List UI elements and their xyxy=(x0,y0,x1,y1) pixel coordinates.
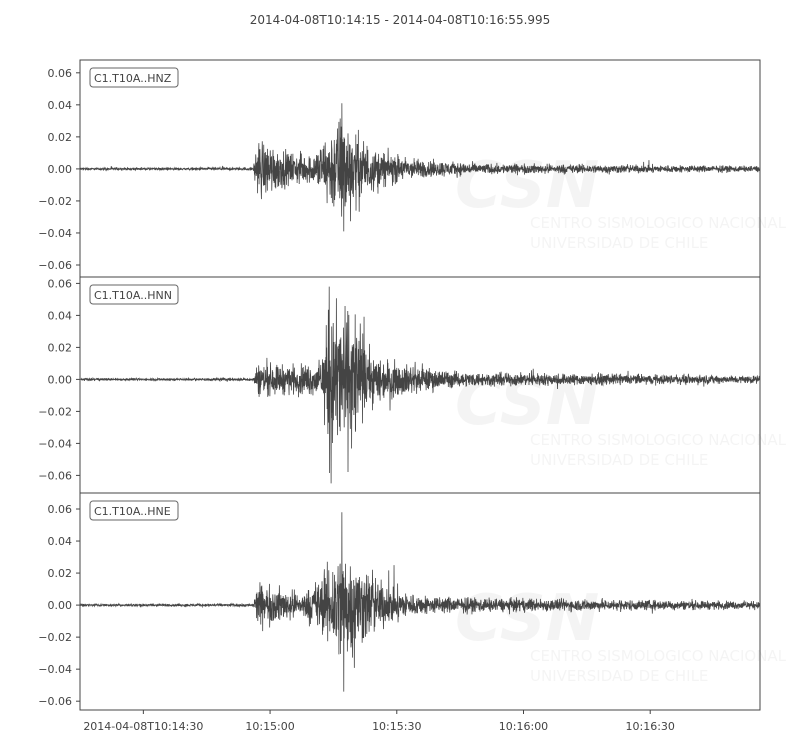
y-tick-label: −0.04 xyxy=(38,227,72,240)
y-tick-label: −0.06 xyxy=(38,259,72,272)
watermark-text: UNIVERSIDAD DE CHILE xyxy=(530,451,708,469)
y-tick-label: 0.04 xyxy=(48,535,73,548)
x-tick-label: 2014-04-08T10:14:30 xyxy=(83,720,203,733)
y-tick-label: −0.06 xyxy=(38,695,72,708)
waveform-line xyxy=(79,512,761,692)
y-tick-label: 0.06 xyxy=(48,503,73,516)
trace-label-text: C1.T10A..HNN xyxy=(94,289,172,302)
trace-label-box xyxy=(89,284,179,305)
watermark-text: UNIVERSIDAD DE CHILE xyxy=(530,667,708,685)
y-tick-label: 0.04 xyxy=(48,99,73,112)
x-tick-label: 10:16:30 xyxy=(626,720,675,733)
chart-title: 2014-04-08T10:14:15 - 2014-04-08T10:16:5… xyxy=(250,13,551,27)
watermark-text: CENTRO SISMOLOGICO NACIONAL xyxy=(530,431,787,449)
trace-label: C1.T10A..HNE xyxy=(89,500,179,521)
y-tick-label: 0.00 xyxy=(48,599,73,612)
y-tick-label: −0.06 xyxy=(38,469,72,482)
trace-label: C1.T10A..HNZ xyxy=(89,67,179,88)
axes-frame xyxy=(79,492,761,711)
trace-label-text: C1.T10A..HNE xyxy=(94,505,171,518)
y-tick-label: −0.02 xyxy=(38,631,72,644)
y-tick-label: 0.02 xyxy=(48,567,73,580)
watermark-text: CENTRO SISMOLOGICO NACIONAL xyxy=(530,214,787,232)
x-tick-label: 10:15:00 xyxy=(245,720,294,733)
watermark-text: CSN xyxy=(455,582,599,656)
y-tick-label: 0.06 xyxy=(48,277,73,290)
watermark-text: CENTRO SISMOLOGICO NACIONAL xyxy=(530,647,787,665)
x-tick-label: 10:15:30 xyxy=(372,720,421,733)
waveform-line xyxy=(79,103,761,232)
x-tick-label: 10:16:00 xyxy=(499,720,548,733)
y-tick-label: −0.04 xyxy=(38,663,72,676)
y-tick-label: 0.00 xyxy=(48,163,73,176)
waveform-line xyxy=(79,286,761,484)
x-axis: 2014-04-08T10:14:30 10:15:00 10:15:30 10:16… xyxy=(83,710,675,733)
y-tick-label: 0.00 xyxy=(48,373,73,386)
trace-label-text: C1.T10A..HNZ xyxy=(94,72,172,85)
y-tick-label: −0.02 xyxy=(38,405,72,418)
watermark-text: CSN xyxy=(455,149,599,223)
y-tick-label: −0.04 xyxy=(38,437,72,450)
y-tick-label: −0.02 xyxy=(38,195,72,208)
watermark-text: UNIVERSIDAD DE CHILE xyxy=(530,234,708,252)
trace-label: C1.T10A..HNN xyxy=(89,284,179,305)
y-tick-label: 0.02 xyxy=(48,341,73,354)
y-tick-label: 0.04 xyxy=(48,309,73,322)
trace-label-box xyxy=(89,67,179,88)
trace-label-box xyxy=(89,500,179,521)
y-tick-label: 0.06 xyxy=(48,67,73,80)
y-tick-label: 0.02 xyxy=(48,131,73,144)
